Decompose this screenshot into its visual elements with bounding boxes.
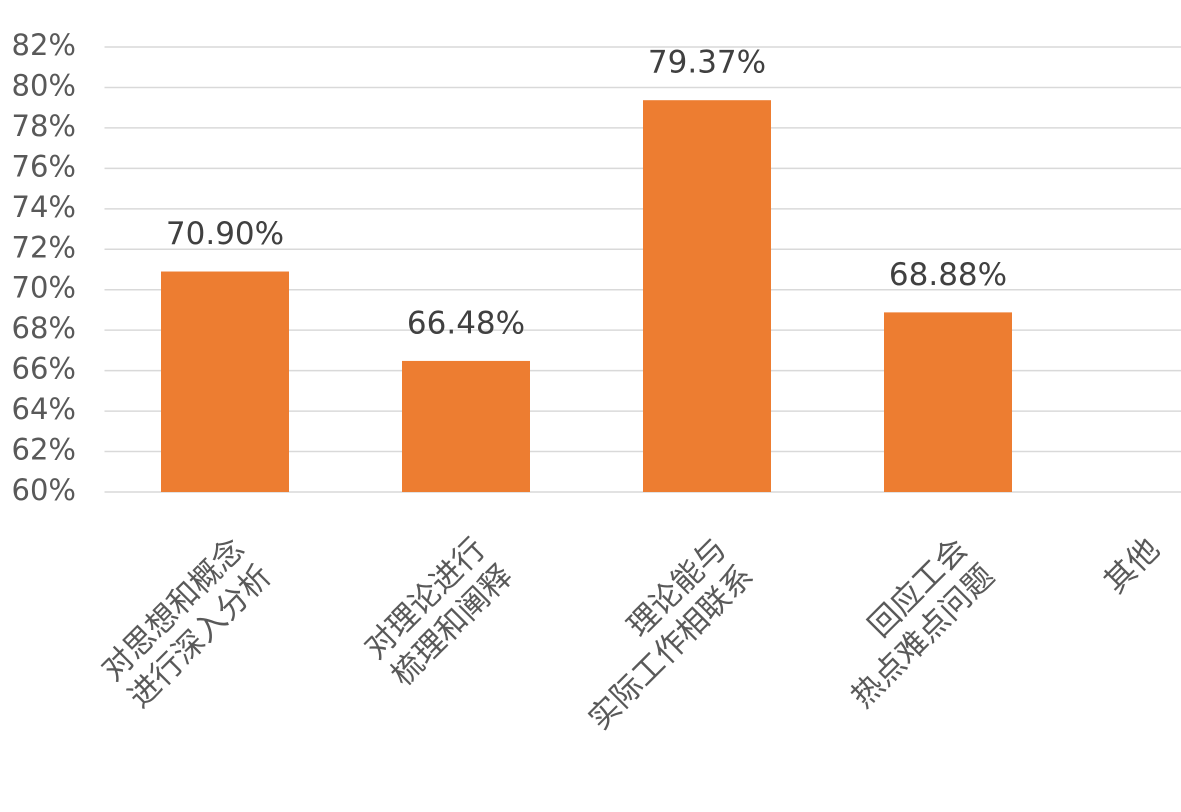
y-tick-label: 82% [12,28,76,62]
y-tick-label: 78% [12,109,76,143]
value-label: 79.37% [648,45,766,81]
y-tick-label: 76% [12,149,76,183]
bar [161,271,289,492]
y-tick-label: 80% [12,68,76,102]
value-label: 66.48% [407,305,525,341]
y-tick-label: 68% [12,311,76,345]
x-tick-label: 其他 [1097,531,1166,600]
bar [402,360,530,492]
y-tick-label: 74% [12,190,76,224]
y-tick-label: 60% [12,473,76,507]
y-tick-label: 62% [12,433,76,467]
bar [643,100,771,492]
y-tick-label: 72% [12,230,76,264]
y-tick-label: 70% [12,271,76,305]
y-tick-label: 64% [12,392,76,426]
bar [884,312,1012,492]
y-tick-label: 66% [12,352,76,386]
value-label: 68.88% [889,257,1007,293]
value-label: 70.90% [166,216,284,252]
x-tick-label-line: 其他 [1097,531,1166,600]
